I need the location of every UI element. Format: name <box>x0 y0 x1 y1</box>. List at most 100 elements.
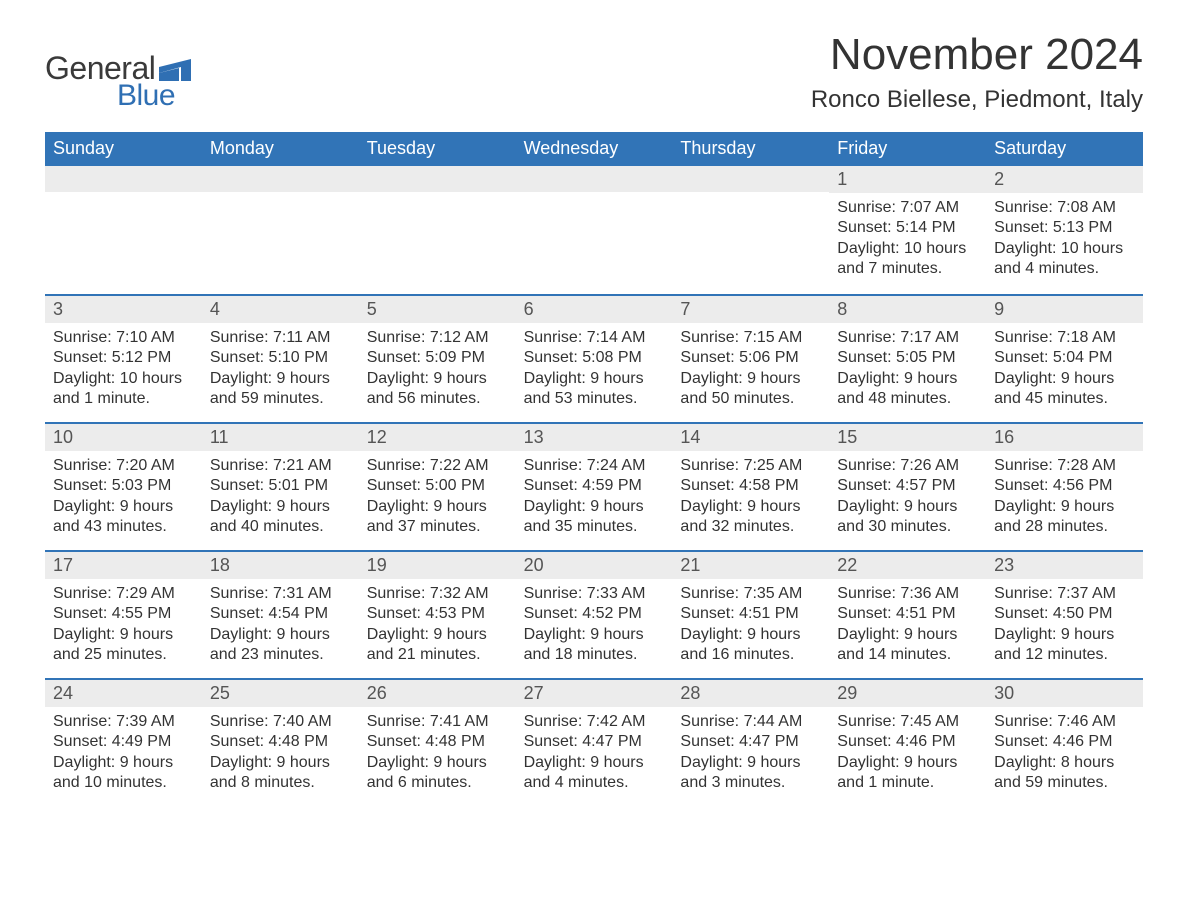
daylight-line: Daylight: 9 hours and 40 minutes. <box>210 497 351 538</box>
daylight-line: Daylight: 9 hours and 25 minutes. <box>53 625 194 666</box>
day-number-row: 30 <box>986 680 1143 707</box>
day-number: 20 <box>524 555 544 575</box>
day-cell: 18Sunrise: 7:31 AMSunset: 4:54 PMDayligh… <box>202 552 359 676</box>
sunset-line: Sunset: 5:13 PM <box>994 218 1135 238</box>
day-number: 9 <box>994 299 1004 319</box>
sunset-line: Sunset: 4:47 PM <box>680 732 821 752</box>
day-cell: 8Sunrise: 7:17 AMSunset: 5:05 PMDaylight… <box>829 296 986 420</box>
day-cell: 19Sunrise: 7:32 AMSunset: 4:53 PMDayligh… <box>359 552 516 676</box>
day-info: Sunrise: 7:07 AMSunset: 5:14 PMDaylight:… <box>837 198 978 280</box>
day-number-row: 19 <box>359 552 516 579</box>
day-number: 19 <box>367 555 387 575</box>
daylight-line: Daylight: 9 hours and 45 minutes. <box>994 369 1135 410</box>
day-number-row: 17 <box>45 552 202 579</box>
day-number: 25 <box>210 683 230 703</box>
day-number-row: 20 <box>516 552 673 579</box>
day-number: 10 <box>53 427 73 447</box>
sunset-line: Sunset: 4:54 PM <box>210 604 351 624</box>
day-info: Sunrise: 7:14 AMSunset: 5:08 PMDaylight:… <box>524 328 665 410</box>
day-info: Sunrise: 7:35 AMSunset: 4:51 PMDaylight:… <box>680 584 821 666</box>
day-number: 26 <box>367 683 387 703</box>
day-number-row: 26 <box>359 680 516 707</box>
sunset-line: Sunset: 5:04 PM <box>994 348 1135 368</box>
day-number-row: 10 <box>45 424 202 451</box>
sunset-line: Sunset: 5:00 PM <box>367 476 508 496</box>
day-number: 5 <box>367 299 377 319</box>
empty-day <box>202 166 359 192</box>
week-row: 24Sunrise: 7:39 AMSunset: 4:49 PMDayligh… <box>45 678 1143 806</box>
day-headers-row: SundayMondayTuesdayWednesdayThursdayFrid… <box>45 132 1143 166</box>
day-info: Sunrise: 7:28 AMSunset: 4:56 PMDaylight:… <box>994 456 1135 538</box>
daylight-line: Daylight: 9 hours and 8 minutes. <box>210 753 351 794</box>
daylight-line: Daylight: 9 hours and 59 minutes. <box>210 369 351 410</box>
day-number-row: 11 <box>202 424 359 451</box>
day-info: Sunrise: 7:18 AMSunset: 5:04 PMDaylight:… <box>994 328 1135 410</box>
sunset-line: Sunset: 4:48 PM <box>367 732 508 752</box>
day-number-row: 15 <box>829 424 986 451</box>
day-number: 16 <box>994 427 1014 447</box>
sunset-line: Sunset: 5:12 PM <box>53 348 194 368</box>
empty-day <box>516 166 673 192</box>
day-info: Sunrise: 7:24 AMSunset: 4:59 PMDaylight:… <box>524 456 665 538</box>
day-info: Sunrise: 7:21 AMSunset: 5:01 PMDaylight:… <box>210 456 351 538</box>
day-number: 27 <box>524 683 544 703</box>
day-header-saturday: Saturday <box>986 132 1143 166</box>
sunset-line: Sunset: 4:46 PM <box>837 732 978 752</box>
sunset-line: Sunset: 4:50 PM <box>994 604 1135 624</box>
sunrise-line: Sunrise: 7:40 AM <box>210 712 351 732</box>
day-cell: 15Sunrise: 7:26 AMSunset: 4:57 PMDayligh… <box>829 424 986 548</box>
title-block: November 2024 Ronco Biellese, Piedmont, … <box>811 30 1143 114</box>
day-cell: 21 Sunrise: 7:35 AMSunset: 4:51 PMDayligh… <box>672 552 829 676</box>
day-number: 17 <box>53 555 73 575</box>
day-cell: 13Sunrise: 7:24 AMSunset: 4:59 PMDayligh… <box>516 424 673 548</box>
sunrise-line: Sunrise: 7:35 AM <box>680 584 821 604</box>
day-info: Sunrise: 7:41 AMSunset: 4:48 PMDaylight:… <box>367 712 508 794</box>
day-info: Sunrise: 7:22 AMSunset: 5:00 PMDaylight:… <box>367 456 508 538</box>
day-cell: 25Sunrise: 7:40 AMSunset: 4:48 PMDayligh… <box>202 680 359 804</box>
day-cell: 29Sunrise: 7:45 AMSunset: 4:46 PMDayligh… <box>829 680 986 804</box>
sunrise-line: Sunrise: 7:24 AM <box>524 456 665 476</box>
daylight-line: Daylight: 9 hours and 23 minutes. <box>210 625 351 666</box>
day-number-row: 8 <box>829 296 986 323</box>
day-cell: 22Sunrise: 7:36 AMSunset: 4:51 PMDayligh… <box>829 552 986 676</box>
empty-day <box>359 166 516 192</box>
day-number-row: 21 <box>672 552 829 579</box>
day-cell: 28Sunrise: 7:44 AMSunset: 4:47 PMDayligh… <box>672 680 829 804</box>
daylight-line: Daylight: 9 hours and 18 minutes. <box>524 625 665 666</box>
day-info: Sunrise: 7:39 AMSunset: 4:49 PMDaylight:… <box>53 712 194 794</box>
day-cell <box>45 166 202 290</box>
day-number: 3 <box>53 299 63 319</box>
sunrise-line: Sunrise: 7:36 AM <box>837 584 978 604</box>
day-cell: 1 Sunrise: 7:07 AMSunset: 5:14 PMDaylight… <box>829 166 986 290</box>
empty-day <box>672 166 829 192</box>
sunset-line: Sunset: 4:53 PM <box>367 604 508 624</box>
sunrise-line: Sunrise: 7:18 AM <box>994 328 1135 348</box>
sunset-line: Sunset: 5:03 PM <box>53 476 194 496</box>
daylight-line: Daylight: 9 hours and 43 minutes. <box>53 497 194 538</box>
day-info: Sunrise: 7:15 AMSunset: 5:06 PMDaylight:… <box>680 328 821 410</box>
sunset-line: Sunset: 4:56 PM <box>994 476 1135 496</box>
daylight-line: Daylight: 9 hours and 3 minutes. <box>680 753 821 794</box>
month-title: November 2024 <box>811 30 1143 80</box>
day-number: 11 <box>210 427 229 447</box>
daylight-line: Daylight: 9 hours and 16 minutes. <box>680 625 821 666</box>
sunset-line: Sunset: 4:51 PM <box>837 604 978 624</box>
day-cell: 9 Sunrise: 7:18 AMSunset: 5:04 PMDaylight… <box>986 296 1143 420</box>
day-info: Sunrise: 7:29 AMSunset: 4:55 PMDaylight:… <box>53 584 194 666</box>
day-number: 4 <box>210 299 220 319</box>
day-cell: 30Sunrise: 7:46 AMSunset: 4:46 PMDayligh… <box>986 680 1143 804</box>
daylight-line: Daylight: 10 hours and 1 minute. <box>53 369 194 410</box>
sunset-line: Sunset: 4:49 PM <box>53 732 194 752</box>
day-cell: 27Sunrise: 7:42 AMSunset: 4:47 PMDayligh… <box>516 680 673 804</box>
sunset-line: Sunset: 4:55 PM <box>53 604 194 624</box>
day-cell: 4Sunrise: 7:11 AMSunset: 5:10 PMDaylight… <box>202 296 359 420</box>
daylight-line: Daylight: 9 hours and 35 minutes. <box>524 497 665 538</box>
day-number: 23 <box>994 555 1014 575</box>
day-number: 7 <box>680 299 690 319</box>
day-cell: 26 Sunrise: 7:41 AMSunset: 4:48 PMDayligh… <box>359 680 516 804</box>
day-number: 1 <box>837 169 847 189</box>
day-info: Sunrise: 7:36 AMSunset: 4:51 PMDaylight:… <box>837 584 978 666</box>
day-number-row: 6 <box>516 296 673 323</box>
daylight-line: Daylight: 9 hours and 30 minutes. <box>837 497 978 538</box>
day-number: 12 <box>367 427 387 447</box>
